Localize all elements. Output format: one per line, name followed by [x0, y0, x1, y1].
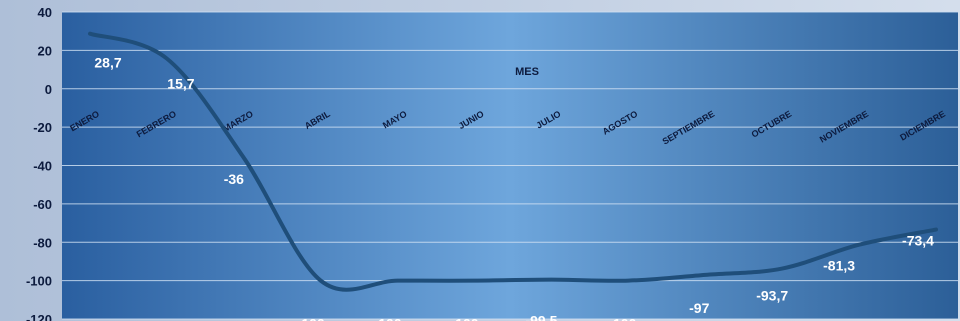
data-label: -81,3 [823, 258, 855, 274]
data-label: -100 [608, 316, 636, 321]
y-tick-label: -60 [33, 197, 52, 212]
data-labels: 28,7 15,7 -36 -100 -100 -100 -99,5 -100 -97 -93,7… [94, 55, 934, 321]
y-axis-ticks: 40 20 0 -20 -40 -60 -80 -100 -120 [26, 5, 52, 321]
data-label: -99,5 [525, 313, 557, 321]
data-label: -97 [689, 300, 709, 316]
y-tick-label: -100 [26, 274, 52, 289]
data-label: -100 [451, 316, 479, 321]
data-label: 15,7 [167, 76, 194, 92]
series-line [88, 31, 938, 292]
data-label: 28,7 [94, 55, 121, 71]
y-tick-label: -40 [33, 159, 52, 174]
y-tick-label: -80 [33, 235, 52, 250]
y-tick-label: -20 [33, 120, 52, 135]
y-tick-label: 20 [38, 43, 52, 58]
y-tick-label: -120 [26, 312, 52, 321]
data-label: -100 [374, 316, 402, 321]
data-label: -93,7 [756, 288, 788, 304]
data-label: -100 [297, 316, 325, 321]
y-tick-label: 0 [45, 82, 52, 97]
y-tick-label: 40 [38, 5, 52, 20]
x-axis-title: MES [515, 66, 539, 78]
data-label: -73,4 [902, 233, 934, 249]
data-label: -36 [224, 171, 244, 187]
